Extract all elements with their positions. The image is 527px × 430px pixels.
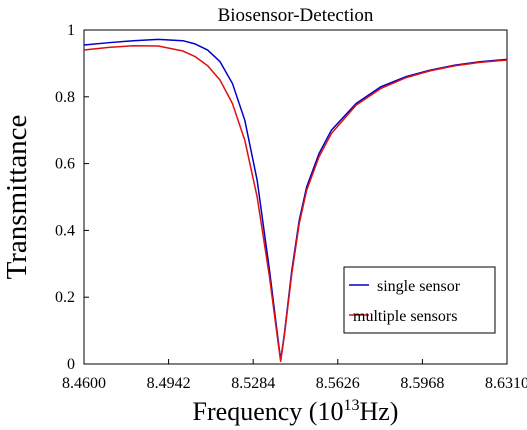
y-tick-label: 0.2	[55, 289, 75, 306]
y-tick-label: 0.8	[55, 89, 75, 106]
x-tick-label: 8.5968	[400, 375, 444, 392]
legend: single sensor multiple sensors	[343, 266, 496, 334]
x-axis: 8.4600 8.4942 8.5284 8.5626 8.5968 8.6310	[62, 359, 527, 392]
y-tick-label: 0.4	[55, 222, 75, 239]
legend-box	[343, 266, 496, 334]
x-axis-label-main: Frequency (10	[193, 397, 344, 426]
x-tick-label: 8.5626	[316, 375, 360, 392]
plot-frame	[83, 29, 508, 365]
chart-title: Biosensor-Detection	[218, 5, 374, 26]
x-tick-label: 8.5284	[231, 375, 275, 392]
legend-label-single-sensor: single sensor	[377, 278, 461, 295]
y-tick-label: 0.6	[55, 156, 75, 173]
x-axis-label-exponent: 13	[343, 397, 359, 414]
x-tick-label: 8.4600	[62, 375, 106, 392]
y-tick-label: 0	[67, 356, 75, 373]
series-line-multiple-sensors	[83, 44, 508, 363]
x-tick-label: 8.4942	[147, 375, 191, 392]
x-tick-label: 8.6310	[485, 375, 527, 392]
x-axis-label: Frequency (1013Hz)	[193, 397, 399, 426]
y-tick-label: 1	[67, 22, 75, 39]
y-axis: 0 0.2 0.4 0.6 0.8 1	[55, 22, 89, 373]
plot-area-border	[83, 29, 508, 365]
y-axis-label: Transmittance	[1, 115, 33, 280]
x-axis-label-unit: Hz)	[359, 397, 398, 426]
legend-label-multiple-sensors: multiple sensors	[353, 308, 457, 325]
series-layer	[83, 38, 508, 363]
